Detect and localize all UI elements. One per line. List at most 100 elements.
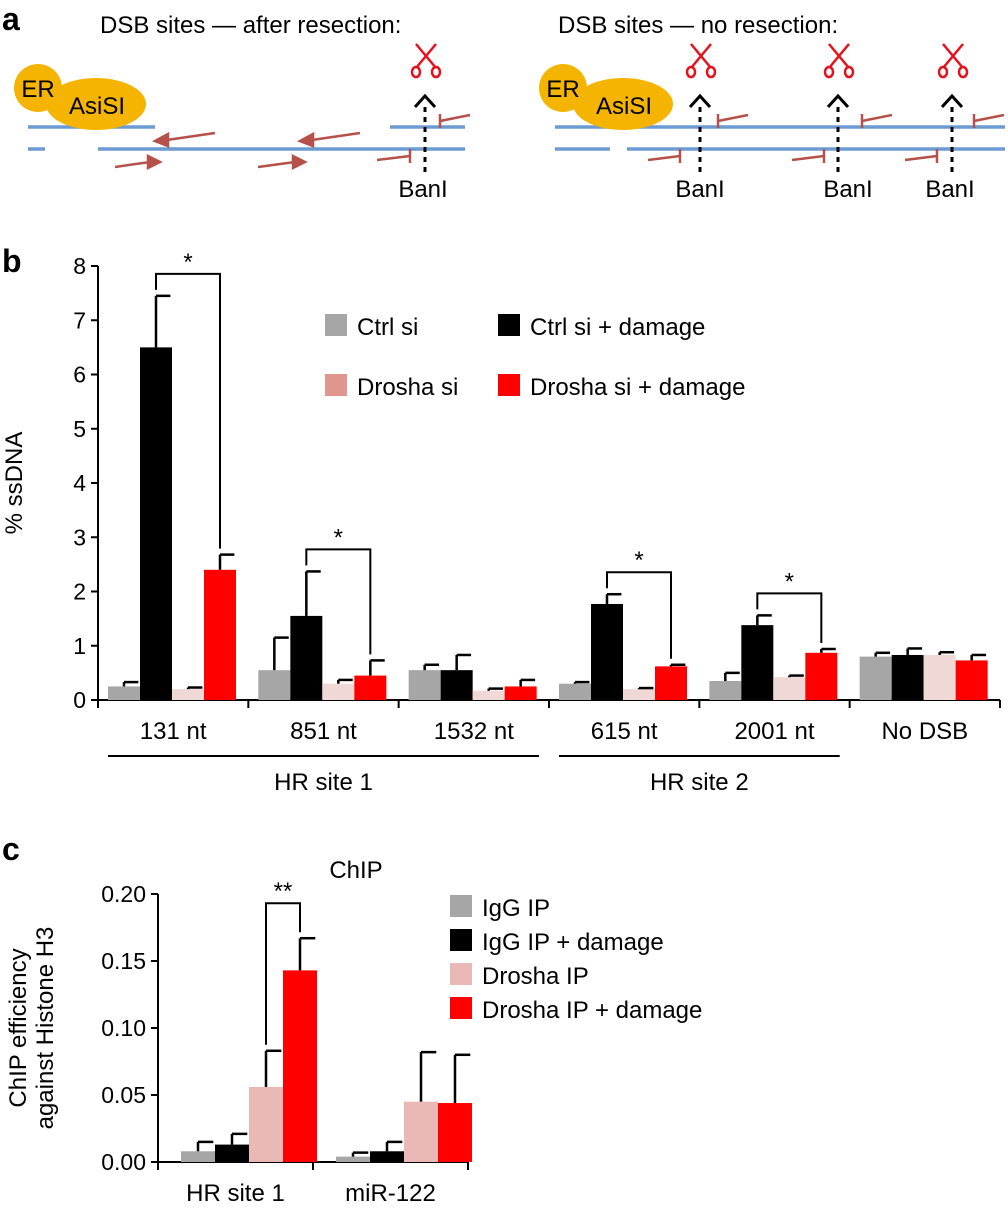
primer-arrows-left <box>114 113 471 171</box>
legend-swatch <box>498 374 520 396</box>
er-label: ER <box>21 76 54 103</box>
bar <box>923 654 956 700</box>
bar <box>623 689 655 700</box>
bar <box>290 615 323 700</box>
bar <box>370 1151 404 1162</box>
x-tick-label: miR-122 <box>345 1180 436 1207</box>
legend-swatch <box>325 374 347 396</box>
bar <box>472 690 505 700</box>
bar <box>773 677 806 700</box>
bar <box>354 675 387 700</box>
x-tick-label: HR site 1 <box>186 1180 285 1207</box>
significance-bracket <box>305 548 372 655</box>
bar <box>249 1086 283 1162</box>
bar <box>591 603 623 700</box>
bar <box>204 569 236 700</box>
scissors-icon <box>823 42 855 79</box>
y-tick-label: 0.20 <box>101 881 146 907</box>
cut-arrowhead-left <box>413 93 437 109</box>
primer-arrows-right <box>647 113 1005 163</box>
legend-label: Drosha IP <box>482 963 589 990</box>
y-tick-label: 2 <box>73 579 86 605</box>
legend-label: Drosha si <box>357 374 458 401</box>
bar <box>408 670 441 700</box>
legend-swatch <box>450 963 472 985</box>
y-tick-label: 8 <box>73 253 86 279</box>
y-tick-label: 5 <box>73 416 86 442</box>
chart-title: ChIP <box>329 857 382 884</box>
significance-label: * <box>334 524 343 551</box>
bar <box>140 347 172 700</box>
bar <box>655 666 687 700</box>
diagram-title-left: DSB sites — after resection: <box>100 12 401 39</box>
y-axis-label: ChIP efficiency <box>5 948 32 1107</box>
legend-label: Ctrl si <box>357 314 418 341</box>
group-label: HR site 2 <box>650 769 749 796</box>
er-protein <box>14 64 62 112</box>
x-tick-label: 131 nt <box>140 718 207 745</box>
significance-bracket <box>265 902 301 1045</box>
legend-swatch <box>325 314 347 336</box>
y-tick-label: 0.10 <box>101 1015 146 1041</box>
enzyme-label-right-1: BanI <box>675 176 724 203</box>
cut-site-2 <box>823 42 855 172</box>
bar <box>859 656 892 700</box>
x-tick-label: 2001 nt <box>734 718 814 745</box>
y-axis-label: % ssDNA <box>1 432 28 535</box>
x-tick-label: 615 nt <box>591 718 658 745</box>
y-tick-label: 0 <box>73 687 86 713</box>
significance-label: * <box>785 568 794 595</box>
significance-bracket <box>606 571 672 659</box>
asisi-protein-right <box>573 78 673 130</box>
diagram-title-right: DSB sites — no resection: <box>558 12 838 39</box>
y-tick-label: 3 <box>73 524 86 550</box>
bar <box>404 1101 438 1162</box>
bar <box>172 689 204 700</box>
group-label: HR site 1 <box>274 769 373 796</box>
x-tick-label: 851 nt <box>290 718 357 745</box>
x-tick-label: No DSB <box>881 718 968 745</box>
significance-label: * <box>634 547 643 574</box>
legend-label: Drosha si + damage <box>530 374 745 401</box>
panel-letter-b: b <box>2 243 22 279</box>
legend-label: Ctrl si + damage <box>530 314 705 341</box>
x-tick-label: 1532 nt <box>434 718 514 745</box>
scissors-icon <box>685 42 717 79</box>
enzyme-label-right-3: BanI <box>925 176 974 203</box>
bar <box>283 970 317 1162</box>
y-tick-label: 1 <box>73 633 86 659</box>
y-axis-label: against Histone H3 <box>32 927 59 1130</box>
enzyme-label-left: BanI <box>398 176 447 203</box>
legend-label: IgG IP + damage <box>482 929 664 956</box>
bar <box>805 652 838 700</box>
asisi-label-right: AsiSI <box>596 93 652 120</box>
y-tick-label: 4 <box>73 470 86 496</box>
cut-site-3 <box>937 42 969 172</box>
panel-a: a DSB sites — after resection: ER AsiSI <box>2 1 1005 203</box>
er-label-right: ER <box>546 76 579 103</box>
legend-swatch <box>450 895 472 917</box>
panel-letter-a: a <box>2 1 20 37</box>
panel-c: c 0.00 0.05 0.10 0.15 0.20 HR site 1 miR-122 **… <box>2 831 702 1207</box>
bar <box>215 1144 249 1162</box>
legend-label: Drosha IP + damage <box>482 997 702 1024</box>
y-tick-label: 0.00 <box>101 1149 146 1175</box>
bar <box>322 683 355 700</box>
significance-bracket <box>155 272 221 549</box>
y-tick-label: 7 <box>73 307 86 333</box>
cut-site-1 <box>685 42 717 172</box>
diagram-no-resection: DSB sites — no resection: ER AsiSI <box>539 12 1005 203</box>
scissors-icon <box>410 42 442 79</box>
diagram-after-resection: DSB sites — after resection: ER AsiSI Ba… <box>14 12 471 203</box>
enzyme-label-right-2: BanI <box>823 176 872 203</box>
legend-swatch <box>450 929 472 951</box>
bar <box>709 681 742 700</box>
bar <box>440 670 473 700</box>
y-tick-label: 6 <box>73 362 86 388</box>
legend-label: IgG IP <box>482 895 550 922</box>
asisi-label: AsiSI <box>69 93 125 120</box>
er-protein-right <box>539 64 587 112</box>
legend-swatch <box>450 997 472 1019</box>
bar <box>741 625 774 700</box>
